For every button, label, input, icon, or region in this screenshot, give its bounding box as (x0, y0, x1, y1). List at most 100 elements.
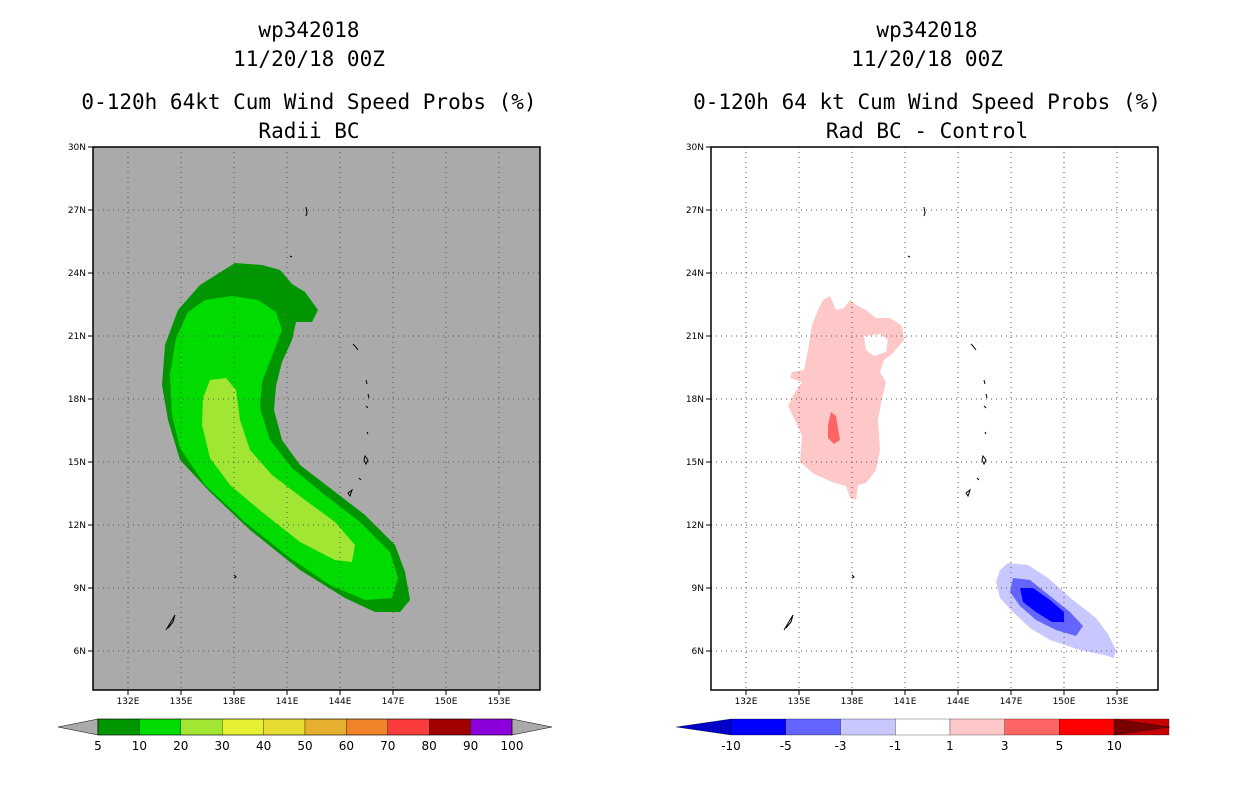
right-islands (783, 206, 988, 631)
lon-label: 144E (947, 697, 970, 707)
right-map-frame (710, 146, 1159, 691)
right-lat-labels: 30N 27N 24N 21N 18N 15N 12N 9N 6N (686, 143, 704, 657)
lon-label: 144E (329, 697, 352, 707)
colorbar-swatch (895, 718, 951, 736)
right-ticks (706, 146, 1118, 695)
colorbar-swatch (840, 718, 896, 736)
lon-label: 147E (382, 697, 405, 707)
colorbar-label: 40 (256, 739, 271, 753)
colorbar-swatch (429, 718, 471, 736)
right-map: 30N 27N 24N 21N 18N 15N 12N 9N 6N 132E 1… (675, 143, 1171, 753)
colorbar-swatch (97, 718, 140, 736)
colorbar-swatch (1004, 718, 1060, 736)
colorbar-swatch (785, 718, 841, 736)
colorbar-label: -1 (889, 739, 901, 753)
lat-label: 9N (74, 584, 86, 594)
colorbar-left-triangle (57, 718, 99, 736)
right-colorbar: -10 -5 -3 -1 1 3 5 10 (675, 718, 1171, 753)
left-product-title: 0-120h 64kt Cum Wind Speed Probs (%) (81, 90, 537, 114)
right-storm-id: wp342018 (876, 18, 978, 42)
colorbar-swatch (222, 718, 264, 736)
lat-label: 6N (692, 647, 704, 657)
right-panel: wp342018 11/20/18 00Z 0-120h 64 kt Cum W… (618, 0, 1236, 800)
lat-label: 30N (68, 143, 86, 153)
lon-label: 150E (435, 697, 458, 707)
colorbar-label: 5 (1056, 739, 1064, 753)
lon-label: 153E (488, 697, 511, 707)
left-panel: wp342018 11/20/18 00Z 0-120h 64kt Cum Wi… (57, 18, 553, 753)
colorbar-swatch (387, 718, 430, 736)
right-date: 11/20/18 00Z (851, 47, 1003, 71)
colorbar-label: 100 (501, 739, 524, 753)
colorbar-swatch (180, 718, 223, 736)
colorbar-label: -10 (721, 739, 741, 753)
colorbar-swatch (470, 718, 513, 736)
colorbar-label: 90 (463, 739, 478, 753)
colorbar-swatch (949, 718, 1005, 736)
left-contour-20pct (202, 378, 355, 562)
lat-label: 21N (686, 332, 704, 342)
colorbar-swatch (263, 718, 306, 736)
left-colorbar: 5 10 20 30 40 50 60 70 80 90 100 (57, 718, 553, 753)
colorbar-left-triangle (675, 718, 732, 736)
lat-label: 9N (692, 584, 704, 594)
right-contour-neg5 (1020, 588, 1064, 622)
lat-label: 12N (686, 521, 704, 531)
colorbar-label: 60 (339, 739, 354, 753)
colorbar-label: 20 (173, 739, 188, 753)
colorbar-label: 1 (946, 739, 954, 753)
lon-label: 150E (1053, 697, 1076, 707)
left-gridlines (93, 147, 540, 690)
right-gridlines (711, 147, 1158, 690)
lat-label: 24N (68, 269, 86, 279)
left-map-frame (92, 146, 541, 691)
right-subtitle: Rad BC - Control (825, 119, 1029, 143)
colorbar-label: -5 (780, 739, 792, 753)
colorbar-label: 5 (94, 739, 102, 753)
colorbar-label: 10 (1107, 739, 1122, 753)
lon-label: 132E (117, 697, 140, 707)
right-contour-pos3 (828, 412, 840, 444)
lat-label: 15N (68, 458, 86, 468)
lat-label: 6N (74, 647, 86, 657)
right-product-title: 0-120h 64 kt Cum Wind Speed Probs (%) (693, 90, 1161, 114)
colorbar-right-triangle (1113, 718, 1171, 736)
colorbar-swatch (304, 718, 347, 736)
lat-label: 27N (686, 206, 704, 216)
lon-label: 153E (1106, 697, 1129, 707)
left-storm-id: wp342018 (258, 18, 360, 42)
colorbar-swatch (1059, 718, 1115, 736)
right-lon-labels: 132E 135E 138E 141E 144E 147E 150E 153E (735, 697, 1129, 707)
left-ticks (88, 146, 500, 695)
colorbar-swatch (730, 718, 786, 736)
left-lat-labels: 30N 27N 24N 21N 18N 15N 12N 9N 6N (68, 143, 86, 657)
lon-label: 141E (276, 697, 299, 707)
lat-label: 24N (686, 269, 704, 279)
lat-label: 18N (68, 395, 86, 405)
colorbar-label: 80 (422, 739, 437, 753)
colorbar-label: 10 (132, 739, 147, 753)
colorbar-swatch (346, 718, 388, 736)
lat-label: 30N (686, 143, 704, 153)
lat-label: 18N (686, 395, 704, 405)
colorbar-label: 30 (215, 739, 230, 753)
left-subtitle: Radii BC (258, 119, 360, 143)
left-map-background (93, 147, 540, 690)
lat-label: 12N (68, 521, 86, 531)
lon-label: 132E (735, 697, 758, 707)
colorbar-label: 50 (297, 739, 312, 753)
right-map-background (711, 147, 1158, 690)
colorbar-label: 3 (1001, 739, 1009, 753)
left-map: 30N 27N 24N 21N 18N 15N 12N 9N 6N 132E 1… (57, 143, 553, 753)
left-lon-labels: 132E 135E 138E 141E 144E 147E 150E 153E (117, 697, 511, 707)
left-islands (165, 206, 370, 631)
lon-label: 135E (170, 697, 193, 707)
colorbar-right-triangle (511, 718, 553, 736)
colorbar-swatch (139, 718, 181, 736)
lon-label: 138E (223, 697, 246, 707)
right-contour-pos1-hole (864, 334, 888, 356)
lat-label: 21N (68, 332, 86, 342)
left-contour-10pct (170, 296, 398, 600)
lon-label: 138E (841, 697, 864, 707)
lon-label: 135E (788, 697, 811, 707)
